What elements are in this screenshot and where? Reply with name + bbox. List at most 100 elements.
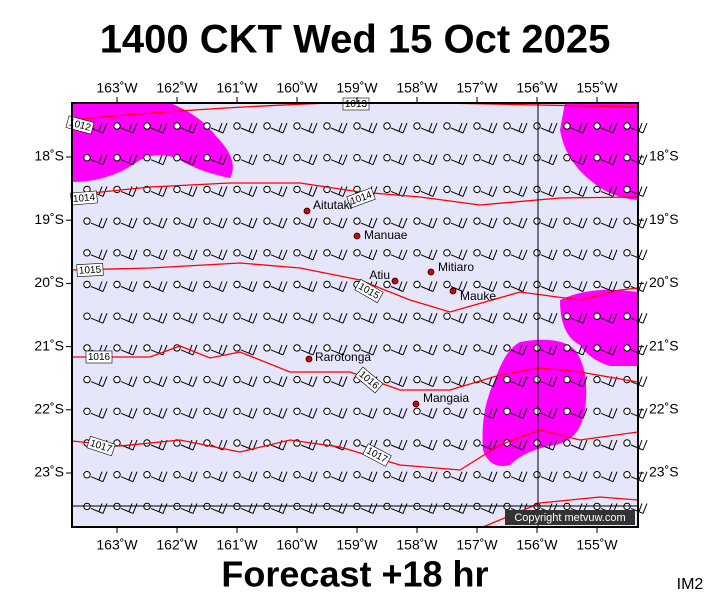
wind-barb <box>330 503 348 514</box>
place-label: Atiu <box>369 268 390 282</box>
barb-station <box>233 217 241 225</box>
forecast-label: Forecast +18 hr <box>221 554 488 595</box>
wind-barb <box>300 249 318 261</box>
wind-barb <box>270 249 288 261</box>
wind-barb <box>330 344 348 356</box>
barb-station <box>503 471 511 479</box>
wind-barb <box>270 313 288 324</box>
wind-barb <box>150 249 168 261</box>
barb-station <box>593 312 601 320</box>
wind-barb <box>90 249 108 261</box>
barb-station <box>563 439 571 447</box>
barb-station <box>83 407 91 415</box>
barb-station <box>173 217 181 225</box>
wind-barb <box>330 186 348 197</box>
barb-station <box>323 312 331 320</box>
barb-station <box>83 375 91 384</box>
barb-station <box>473 122 481 130</box>
barb-station <box>263 185 271 194</box>
barb-station <box>383 280 391 289</box>
wind-barb <box>480 186 498 197</box>
wind-barb <box>480 313 498 324</box>
barb-station <box>473 217 481 225</box>
barb-station <box>533 154 541 162</box>
barb-station <box>143 312 151 320</box>
wind-barb <box>600 408 618 419</box>
wind-barb <box>120 313 138 324</box>
longitude-label: 163˚W <box>96 80 138 96</box>
barb-station <box>383 407 391 415</box>
wind-barb <box>330 313 348 324</box>
wind-barb <box>300 122 318 134</box>
barb-station <box>623 312 631 320</box>
wind-barb <box>330 217 348 229</box>
wind-barb <box>240 122 258 134</box>
wind-barb <box>540 313 558 324</box>
barb-station <box>263 154 271 162</box>
wind-barb <box>210 471 228 483</box>
wind-barb <box>390 217 408 229</box>
barb-station <box>443 439 451 447</box>
barb-station <box>623 344 631 352</box>
wind-barb <box>240 503 258 514</box>
barb-station <box>503 344 511 352</box>
barb-station <box>443 312 451 320</box>
wind-barb <box>510 376 528 388</box>
wind-barb <box>330 281 348 292</box>
wind-barb <box>450 217 468 229</box>
wind-barb <box>420 154 438 166</box>
wind-barb <box>510 122 528 134</box>
barb-station <box>293 407 301 415</box>
isobar-label-text: 1014 <box>72 192 96 205</box>
wind-barb <box>360 471 378 483</box>
place-dot <box>427 268 435 276</box>
barb-station <box>323 375 331 384</box>
wind-barb <box>270 154 288 166</box>
isobar <box>71 262 639 313</box>
wind-barb <box>450 154 468 166</box>
wind-barb <box>480 471 498 483</box>
barb-station <box>413 122 421 130</box>
barb-station <box>233 249 241 257</box>
wind-barb <box>420 313 438 324</box>
wind-barb <box>570 122 588 134</box>
wind-barb <box>120 217 138 229</box>
wind-barb <box>510 217 528 229</box>
barb-station <box>533 280 541 289</box>
wind-barb <box>90 154 108 166</box>
barb-station <box>203 154 211 162</box>
barb-station <box>533 217 541 225</box>
barb-station <box>233 122 241 130</box>
latitude-label: 23˚S <box>34 464 64 480</box>
wind-barb <box>510 344 528 356</box>
wind-barb <box>240 249 258 261</box>
barb-station <box>383 217 391 225</box>
wind-barb <box>480 344 498 356</box>
wind-barb <box>600 249 618 261</box>
wind-barb <box>300 471 318 483</box>
wind-barb <box>480 217 498 229</box>
barb-station <box>473 344 481 352</box>
longitude-label: 158˚W <box>396 80 438 96</box>
wind-barb <box>480 249 498 261</box>
wind-barb <box>240 313 258 324</box>
barb-station <box>413 344 421 352</box>
barb-station <box>563 217 571 225</box>
barb-station <box>83 154 91 162</box>
isobar-label-box <box>85 350 113 364</box>
wind-barb <box>390 408 408 419</box>
barb-station <box>323 407 331 415</box>
barb-station <box>383 312 391 320</box>
barb-station <box>593 122 601 130</box>
rain-area <box>560 289 638 366</box>
barb-station <box>593 185 601 194</box>
wind-barb <box>360 313 378 324</box>
barb-station <box>623 122 631 130</box>
wind-barb <box>570 344 588 356</box>
barb-station <box>203 312 211 320</box>
barb-station <box>563 312 571 320</box>
barb-station <box>563 407 571 415</box>
barb-station <box>233 154 241 162</box>
barb-station <box>233 344 241 352</box>
wind-barb <box>120 344 138 356</box>
